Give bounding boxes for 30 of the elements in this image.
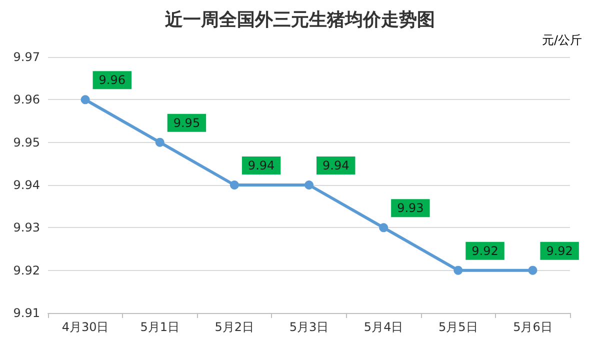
point xyxy=(155,138,164,147)
chart-title: 近一周全国外三元生猪均价走势图 xyxy=(164,10,435,30)
y-tick-label: 9.94 xyxy=(13,178,40,192)
data-label: 9.93 xyxy=(397,201,424,216)
y-tick-label: 9.92 xyxy=(13,263,40,278)
x-tick-label: 5月1日 xyxy=(140,320,180,334)
x-tick-label: 5月2日 xyxy=(214,320,254,334)
text: 元/公斤 xyxy=(542,33,582,47)
data-label: 9.92 xyxy=(546,244,573,258)
data-label: 9.94 xyxy=(322,158,350,172)
point xyxy=(304,180,314,190)
point xyxy=(454,266,463,275)
data-label: 9.96 xyxy=(98,73,126,88)
x-tick-label: 5月5日 xyxy=(438,320,478,334)
data-label: 9.92 xyxy=(472,244,498,258)
x-tick-label: 5月3日 xyxy=(289,320,329,334)
x-tick-label: 5月4日 xyxy=(364,320,404,334)
y-tick-label: 9.93 xyxy=(13,220,40,235)
y-tick-label: 9.95 xyxy=(13,135,40,150)
point xyxy=(528,266,538,275)
y-tick-label: 9.91 xyxy=(13,306,40,320)
x-tick-label: 4月30日 xyxy=(62,320,109,334)
point xyxy=(80,95,90,104)
point xyxy=(230,180,239,190)
y-tick-label: 9.97 xyxy=(13,50,40,64)
point xyxy=(379,223,388,232)
x-tick-label: 5月6日 xyxy=(513,320,552,334)
y-tick-label: 9.96 xyxy=(13,92,40,107)
data-label: 9.94 xyxy=(248,158,275,172)
data-label: 9.95 xyxy=(173,116,200,130)
